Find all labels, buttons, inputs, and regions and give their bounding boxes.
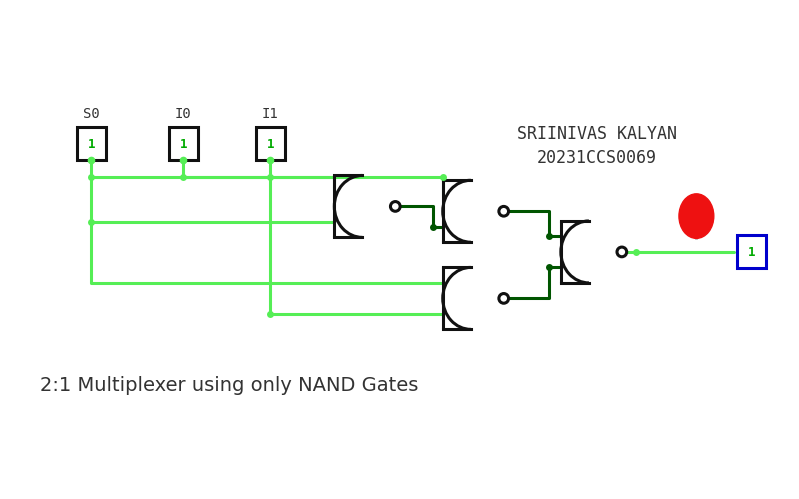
Text: I1: I1: [262, 107, 279, 121]
Circle shape: [499, 207, 509, 216]
Text: 20231CCS0069: 20231CCS0069: [537, 149, 657, 167]
Text: 1: 1: [180, 138, 187, 151]
Circle shape: [617, 247, 626, 257]
Text: S0: S0: [83, 107, 100, 121]
Circle shape: [391, 202, 400, 211]
Circle shape: [499, 293, 509, 303]
Text: I0: I0: [175, 107, 192, 121]
Text: 1: 1: [88, 138, 95, 151]
Text: 1: 1: [267, 138, 274, 151]
Ellipse shape: [679, 194, 714, 239]
Bar: [77, 127, 105, 160]
Text: 2:1 Multiplexer using only NAND Gates: 2:1 Multiplexer using only NAND Gates: [40, 376, 418, 395]
Text: SRIINIVAS KALYAN: SRIINIVAS KALYAN: [517, 125, 677, 143]
Bar: [169, 127, 198, 160]
Bar: [256, 127, 285, 160]
Bar: [737, 236, 766, 268]
Text: 1: 1: [748, 247, 755, 259]
